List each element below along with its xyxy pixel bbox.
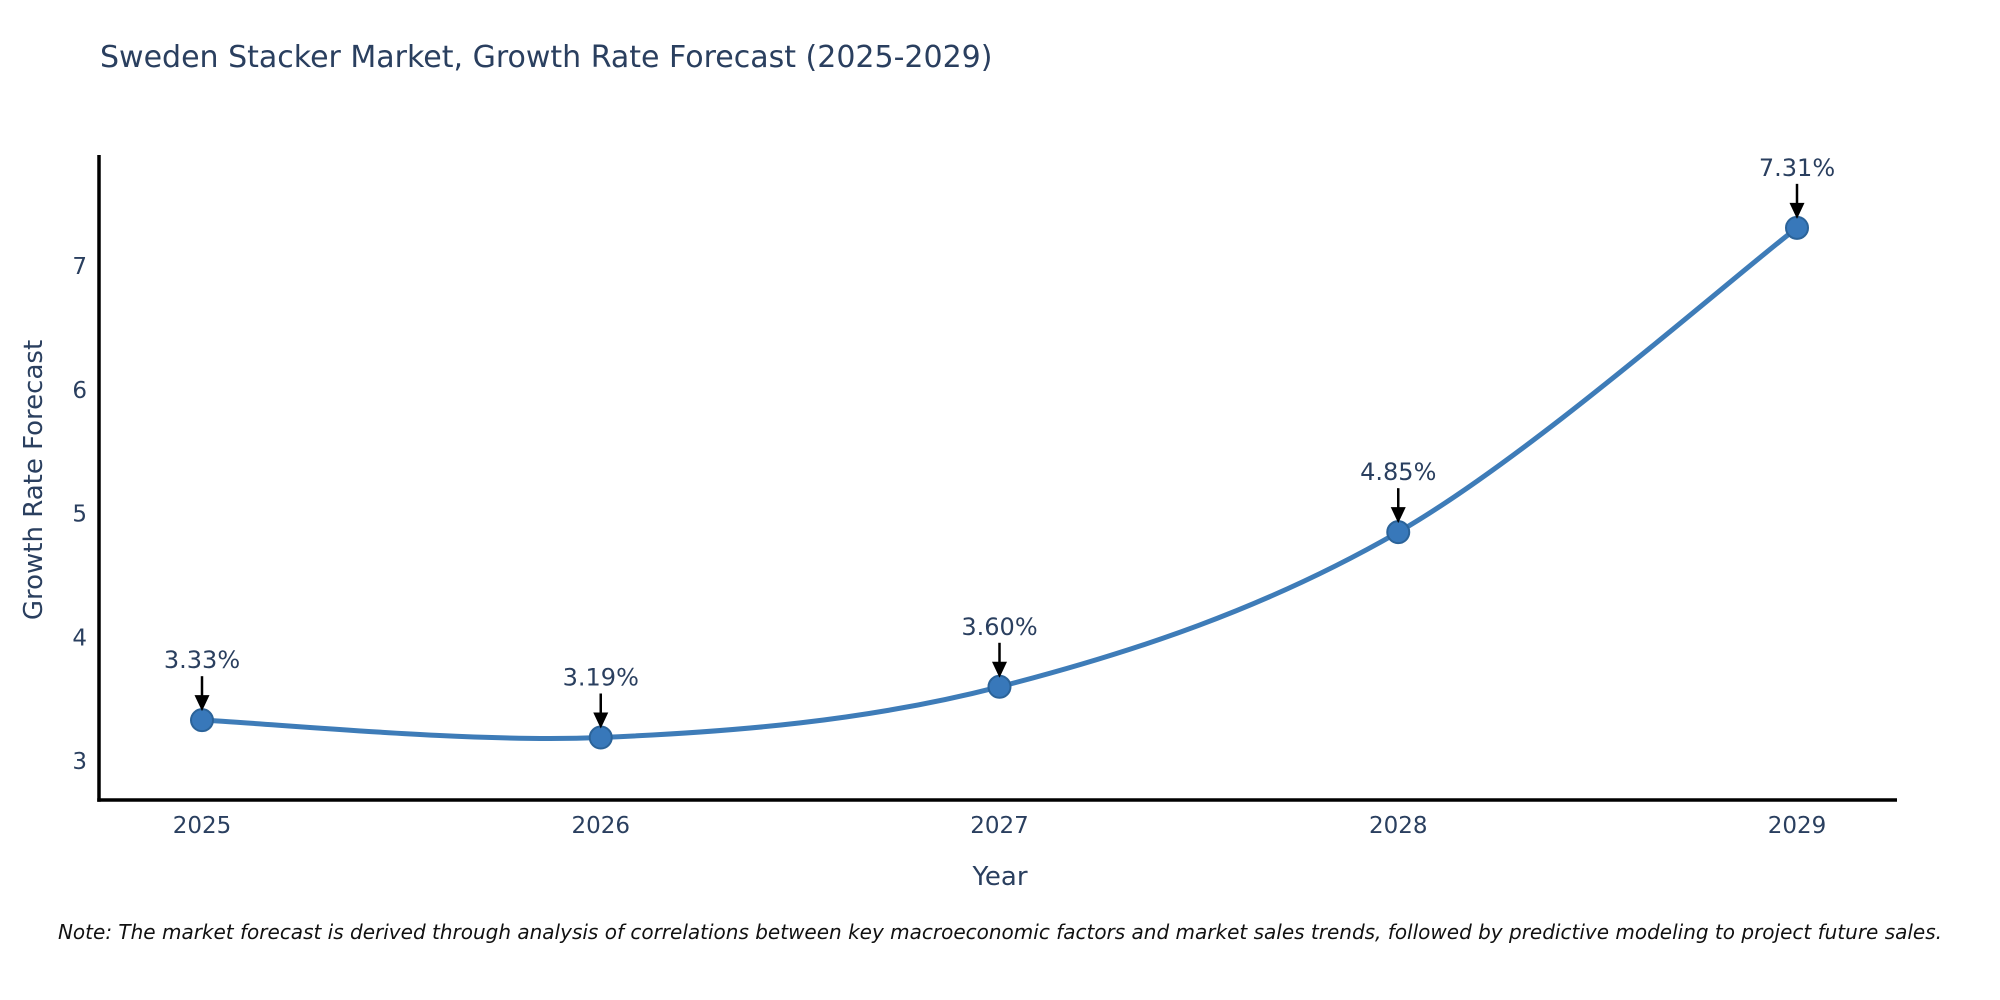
annotation-arrowhead xyxy=(1789,202,1805,219)
y-axis-title: Growth Rate Forecast xyxy=(19,339,49,621)
y-tick-label: 6 xyxy=(72,378,87,404)
point-annotation-label: 7.31% xyxy=(1759,154,1835,182)
x-tick-label: 2028 xyxy=(1369,813,1428,839)
x-tick-label: 2026 xyxy=(571,813,630,839)
y-tick-label: 4 xyxy=(72,625,87,651)
y-tick-label: 5 xyxy=(72,502,87,528)
x-tick-label: 2029 xyxy=(1768,813,1827,839)
point-annotation-label: 4.85% xyxy=(1360,458,1436,486)
point-annotation-label: 3.19% xyxy=(563,663,639,691)
y-tick-label: 3 xyxy=(72,749,87,775)
annotation-arrowhead xyxy=(194,695,210,712)
data-point-marker xyxy=(1785,215,1809,240)
point-annotation-label: 3.60% xyxy=(961,613,1037,641)
data-point-marker xyxy=(588,725,613,750)
chart-title: Sweden Stacker Market, Growth Rate Forec… xyxy=(100,40,993,75)
annotation-arrowhead xyxy=(593,712,609,729)
data-point-marker xyxy=(987,674,1012,699)
x-axis-title: Year xyxy=(972,862,1028,892)
point-annotation-label: 3.33% xyxy=(164,646,240,674)
y-tick-label: 7 xyxy=(72,254,87,280)
data-point-marker xyxy=(1386,520,1411,545)
annotation-arrowhead xyxy=(1390,507,1406,524)
data-point-marker xyxy=(190,708,214,733)
footnote: Note: The market forecast is derived thr… xyxy=(57,920,1943,944)
x-tick-label: 2025 xyxy=(173,813,232,839)
annotation-arrowhead xyxy=(992,661,1007,678)
x-tick-label: 2027 xyxy=(970,813,1029,839)
